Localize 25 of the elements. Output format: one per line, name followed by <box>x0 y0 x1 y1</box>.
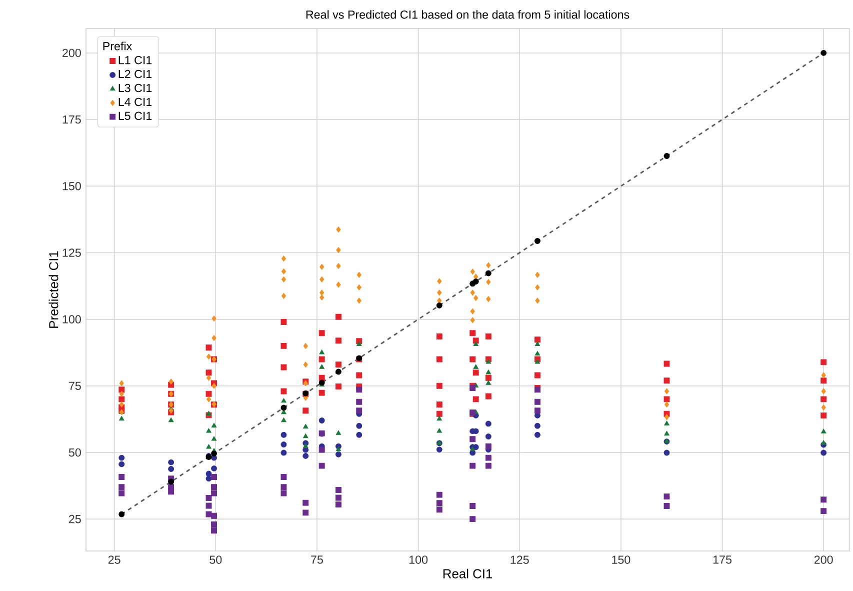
y-tick-label: 25 <box>69 514 81 524</box>
x-tick-label: 125 <box>510 556 529 564</box>
legend-title: Prefix <box>103 42 132 50</box>
chart-title: Real vs Predicted CI1 based on the data from 5 initial locations <box>306 10 630 19</box>
x-tick-label: 25 <box>108 556 120 564</box>
x-tick-label: 175 <box>713 556 732 564</box>
x-tick-label: 150 <box>612 556 630 564</box>
x-tick-label: 100 <box>409 556 428 564</box>
legend-label: L4 CI1 <box>118 98 152 106</box>
legend-label: L1 CI1 <box>118 56 152 64</box>
y-tick-label: 200 <box>62 48 81 58</box>
x-tick-label: 200 <box>814 556 833 564</box>
x-tick-label: 75 <box>311 556 323 564</box>
y-tick-label: 175 <box>62 115 81 124</box>
y-axis-title: Predicted CI1 <box>48 251 58 328</box>
legend-label: L2 CI1 <box>118 70 152 78</box>
x-tick-label: 50 <box>210 556 222 564</box>
y-tick-label: 50 <box>68 448 81 457</box>
x-axis-title: Real CI1 <box>443 568 492 578</box>
y-tick-label: 75 <box>69 382 81 390</box>
legend-label: L3 CI1 <box>118 84 152 92</box>
legend-label: L5 CI1 <box>118 112 152 120</box>
y-tick-label: 150 <box>62 182 81 190</box>
y-tick-label: 125 <box>62 248 81 257</box>
y-tick-label: 100 <box>62 315 81 324</box>
